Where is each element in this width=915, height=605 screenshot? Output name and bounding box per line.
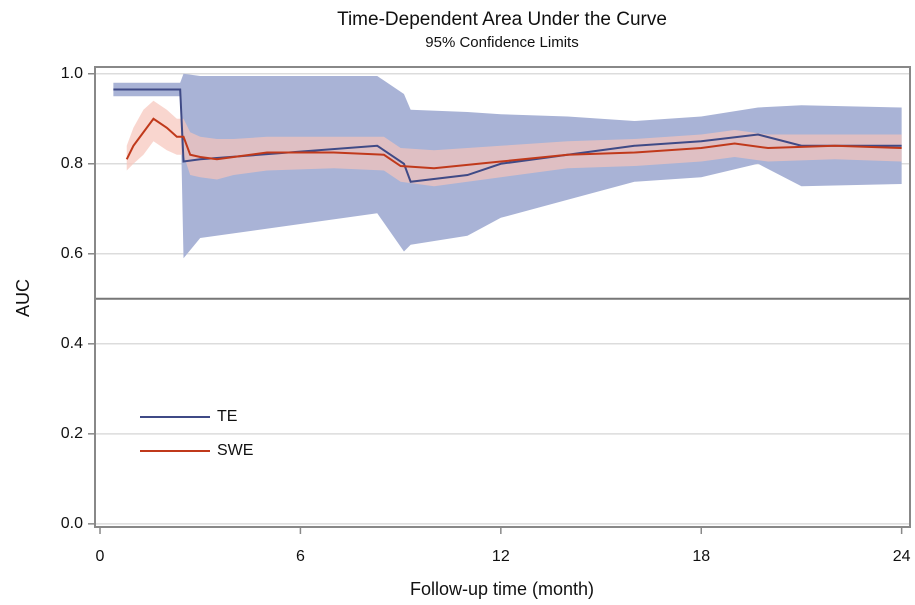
- y-axis-label: AUC: [13, 279, 33, 317]
- plot-frame: [94, 66, 911, 528]
- confidence-band: [126, 100, 902, 187]
- x-tick-label: 6: [296, 548, 305, 565]
- x-tick-label: 24: [893, 548, 911, 565]
- legend-label: SWE: [217, 442, 253, 459]
- chart-subtitle: 95% Confidence Limits: [425, 34, 578, 51]
- x-tick-label: 12: [492, 548, 510, 565]
- x-tick-label: 0: [96, 548, 105, 565]
- legend-label: TE: [217, 408, 237, 425]
- y-tick-label: 0.2: [61, 425, 83, 442]
- y-tick-label: 0.4: [61, 335, 83, 352]
- series-line: [125, 117, 902, 170]
- y-tick-label: 1.0: [61, 65, 83, 82]
- x-axis-label: Follow-up time (month): [410, 579, 594, 599]
- y-tick-label: 0.0: [61, 515, 83, 532]
- y-tick-label: 0.6: [61, 245, 83, 262]
- y-tick-label: 0.8: [61, 155, 83, 172]
- chart-title: Time-Dependent Area Under the Curve: [337, 9, 667, 30]
- x-tick-label: 18: [692, 548, 710, 565]
- series-line: [113, 88, 902, 183]
